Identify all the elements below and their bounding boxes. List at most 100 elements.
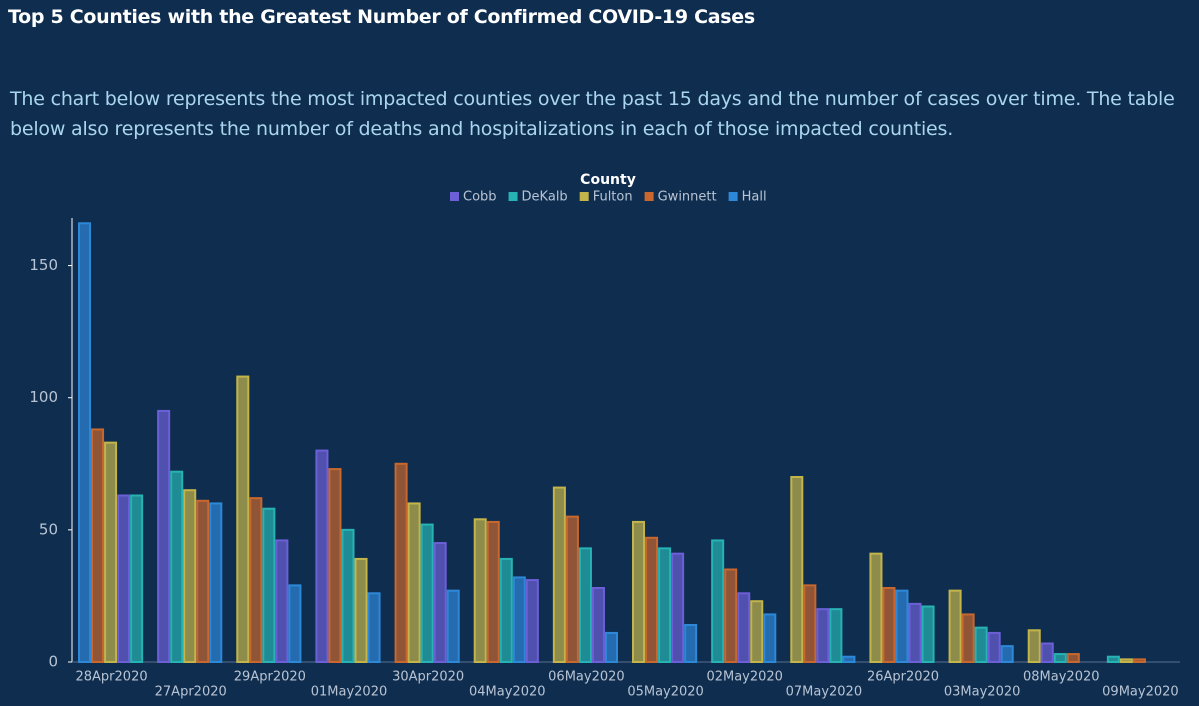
bar [183, 489, 197, 664]
x-tick-label: 28Apr2020 [76, 670, 148, 685]
x-tick-label: 05May2020 [627, 685, 704, 700]
x-tick-label: 06May2020 [548, 670, 625, 685]
legend-label: Fulton [593, 190, 633, 205]
bar [842, 655, 856, 664]
x-tick-label: 04May2020 [469, 685, 546, 700]
legend-label: Hall [742, 190, 767, 205]
bar [816, 608, 830, 664]
bar [328, 468, 342, 664]
legend-label: Cobb [463, 190, 497, 205]
bar [117, 494, 131, 663]
bar [249, 497, 263, 663]
bar [790, 476, 804, 663]
bar [394, 462, 408, 663]
bar [552, 486, 566, 664]
bar [711, 539, 725, 664]
bar [512, 576, 526, 664]
bar [1040, 642, 1054, 663]
bar [420, 523, 434, 663]
bar [645, 536, 659, 663]
bar [987, 631, 1001, 664]
bar [908, 602, 922, 663]
bar [367, 592, 381, 663]
bar [737, 592, 751, 663]
legend-label: DeKalb [522, 190, 568, 205]
legend-title: County [580, 172, 636, 188]
x-tick-label: 29Apr2020 [234, 670, 306, 685]
bar [91, 428, 105, 663]
bar [724, 568, 738, 663]
bar [473, 518, 487, 663]
bar [869, 552, 883, 664]
x-tick-label: 30Apr2020 [392, 670, 464, 685]
x-tick-label: 02May2020 [706, 670, 783, 685]
bar [1053, 653, 1067, 663]
y-tick-label: 50 [39, 520, 58, 538]
bar [684, 624, 698, 663]
legend-swatch [579, 192, 589, 201]
bar [1106, 655, 1120, 664]
x-tick-label: 08May2020 [1023, 670, 1100, 685]
y-tick-label: 100 [29, 388, 58, 406]
bar [1132, 658, 1146, 663]
bar [104, 441, 118, 663]
legend-swatch [728, 192, 738, 201]
bar [591, 587, 605, 663]
bar [236, 375, 250, 663]
bar [961, 613, 975, 664]
bar [658, 547, 672, 663]
bar [262, 507, 276, 664]
bar [130, 494, 144, 663]
bar [604, 631, 619, 664]
bar [275, 539, 289, 664]
bar [525, 579, 539, 663]
bar [196, 499, 210, 663]
bar [578, 547, 592, 663]
bar [921, 605, 935, 663]
bar [763, 613, 777, 664]
bar [486, 520, 500, 664]
bar [1066, 653, 1080, 663]
y-tick-label: 150 [29, 256, 58, 274]
x-tick-label: 09May2020 [1102, 685, 1179, 700]
y-tick-label: 0 [48, 653, 58, 671]
bar [315, 449, 329, 664]
bar [882, 587, 896, 663]
bar [671, 552, 685, 664]
bar [499, 557, 513, 664]
bar [1000, 645, 1014, 664]
chart-title: Top 5 Counties with the Greatest Number … [8, 6, 755, 28]
bar [341, 528, 355, 663]
bar [632, 520, 646, 664]
bar [446, 589, 460, 664]
bar [829, 608, 843, 664]
bar [1027, 629, 1041, 663]
x-tick-label: 01May2020 [311, 685, 388, 700]
bar [750, 600, 764, 664]
x-tick-label: 03May2020 [944, 685, 1021, 700]
bar [803, 584, 817, 663]
bar [895, 589, 909, 664]
legend-swatch [644, 192, 654, 201]
legend-swatch [508, 192, 518, 201]
bar [288, 584, 302, 663]
legend-swatch [450, 192, 459, 201]
bar [354, 557, 368, 664]
x-tick-label: 26Apr2020 [867, 670, 939, 685]
bar [407, 502, 421, 663]
bar [157, 409, 171, 663]
chart-subtitle: The chart below represents the most impa… [10, 88, 1175, 140]
bar [78, 222, 92, 664]
bar [433, 542, 447, 663]
bar [1119, 658, 1133, 663]
legend-label: Gwinnett [658, 190, 717, 205]
bar [170, 470, 184, 664]
x-tick-label: 07May2020 [786, 685, 863, 700]
bar [948, 589, 962, 664]
x-tick-label: 27Apr2020 [155, 685, 227, 700]
bar [565, 515, 579, 664]
bar [209, 502, 223, 663]
bar [974, 626, 988, 664]
